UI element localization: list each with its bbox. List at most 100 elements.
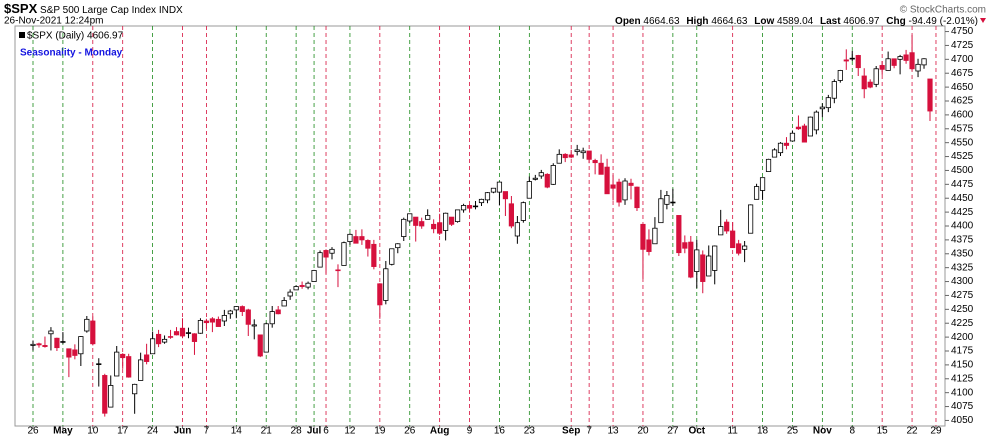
candle-body — [849, 57, 855, 60]
chg-label: Chg — [886, 16, 905, 27]
candle-body — [915, 63, 921, 72]
index-name: S&P 500 Large Cap Index — [40, 5, 156, 16]
candle-body — [843, 59, 849, 62]
candle-body — [132, 383, 138, 395]
candle-body — [658, 198, 664, 224]
x-tick-label: 20 — [637, 426, 649, 437]
x-tick-label: 10 — [87, 426, 99, 437]
candle-body — [96, 363, 102, 365]
x-tick-label: 18 — [757, 426, 769, 437]
candle-body — [377, 283, 383, 306]
candle-body — [736, 243, 742, 254]
y-tick-label: 4075 — [951, 401, 974, 412]
candle-body — [466, 205, 473, 209]
x-tick-label: Sep — [562, 426, 580, 437]
candle-body — [813, 111, 819, 131]
candle-body — [640, 223, 646, 250]
candle-body — [437, 222, 443, 234]
candle-body — [837, 70, 843, 81]
candle-body — [161, 338, 168, 343]
candle-body — [425, 215, 431, 220]
candle-body — [287, 291, 293, 297]
candle-body — [72, 349, 78, 356]
legend-swatch — [19, 32, 25, 38]
candle-body — [329, 248, 335, 254]
candle-body — [706, 255, 712, 277]
candle-body — [347, 233, 353, 242]
candle-body — [36, 343, 42, 346]
x-tick-label: Jul — [307, 426, 322, 437]
candle-body — [819, 106, 825, 110]
candle-body — [144, 354, 150, 362]
y-tick-label: 4250 — [951, 304, 974, 315]
candle-body — [239, 306, 245, 312]
candle-body — [126, 356, 132, 378]
x-tick-label: 7 — [204, 426, 210, 437]
x-tick-label: 9 — [467, 426, 473, 437]
candle-body — [317, 252, 323, 268]
x-tick-label: 28 — [291, 426, 303, 437]
candle-body — [149, 338, 156, 355]
last-value: 4606.97 — [843, 16, 880, 27]
y-tick-label: 4725 — [951, 40, 974, 51]
candle-body — [897, 56, 903, 60]
candle-body — [927, 78, 933, 112]
candle-body — [395, 243, 401, 249]
candle-body — [185, 332, 192, 334]
candle-body — [909, 52, 915, 70]
x-tick-label: Nov — [813, 426, 832, 437]
chart-title: Seasonality - Monday — [20, 48, 123, 59]
x-tick-label: 19 — [374, 426, 386, 437]
candle-body — [855, 55, 861, 69]
candle-body — [221, 315, 227, 322]
header-line: $SPX S&P 500 Large Cap Index INDX — [4, 1, 183, 16]
x-tick-label: Jun — [174, 426, 192, 437]
x-tick-label: 25 — [787, 426, 799, 437]
candle-body — [431, 223, 437, 230]
candle-body — [54, 337, 60, 349]
y-tick-label: 4550 — [951, 137, 974, 148]
y-tick-label: 4300 — [951, 276, 974, 287]
candle-body — [748, 204, 754, 234]
x-tick-label: 16 — [494, 426, 506, 437]
y-tick-label: 4100 — [951, 387, 974, 398]
symbol: $SPX — [4, 1, 38, 16]
candle-body — [742, 245, 748, 250]
y-tick-label: 4200 — [951, 332, 974, 343]
quote-line: Open 4664.63 High 4664.63 Low 4589.04 La… — [615, 16, 978, 27]
x-tick-label: 6 — [323, 426, 329, 437]
candle-body — [299, 285, 305, 287]
candle-body — [670, 201, 676, 204]
candle-body — [311, 270, 317, 282]
y-tick-label: 4425 — [951, 207, 974, 218]
y-tick-label: 4450 — [951, 193, 974, 204]
candle-body — [646, 239, 652, 252]
candle-body — [562, 153, 568, 159]
x-tick-label: Oct — [688, 426, 705, 437]
candle-body — [676, 215, 682, 254]
candle-body — [275, 309, 281, 315]
candle-body — [407, 213, 413, 222]
x-tick-label: 26 — [404, 426, 416, 437]
low-label: Low — [754, 16, 774, 27]
x-tick-label: 27 — [667, 426, 679, 437]
candle-body — [365, 240, 371, 249]
candle-body — [712, 245, 718, 271]
x-tick-label: 29 — [930, 426, 942, 437]
legend-name: $SPX (Daily) — [27, 30, 84, 41]
y-tick-label: 4375 — [951, 235, 974, 246]
candle-body — [269, 311, 275, 325]
candle-body — [233, 306, 239, 311]
last-label: Last — [820, 16, 841, 27]
candle-body — [257, 334, 263, 357]
candle-body — [586, 150, 592, 160]
candle-body — [251, 324, 257, 327]
candle-body — [448, 216, 455, 225]
candle-body — [173, 331, 180, 336]
candle-body — [592, 160, 598, 164]
candle-body — [66, 348, 72, 358]
x-tick-label: 17 — [117, 426, 129, 437]
candle-body — [78, 336, 84, 355]
chg-pct: (-2.01%) — [940, 16, 978, 27]
